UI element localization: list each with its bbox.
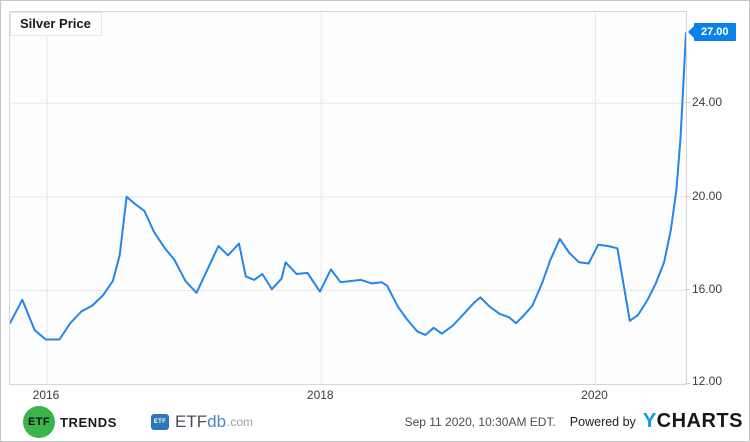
ycharts-logo[interactable]: YCHARTS	[643, 410, 743, 433]
etf-trends-circle-icon: ETF	[23, 406, 55, 438]
etfdb-wordmark-com: .com	[227, 415, 254, 429]
price-line-chart	[10, 12, 686, 384]
y-axis-tick-16.00	[685, 289, 690, 291]
footer: ETF TRENDS ETF ETF db .com Sep 11 2020, …	[1, 403, 749, 441]
badge-label: 27.00	[701, 26, 729, 39]
y-axis-tick-24.00	[685, 102, 690, 104]
y-axis-label-24.00: 24.00	[692, 95, 723, 110]
page-title: Silver Price	[20, 16, 91, 31]
etf-trends-logo[interactable]: ETF TRENDS	[23, 406, 117, 438]
x-axis-label-2020: 2020	[581, 388, 608, 402]
etf-trends-wordmark: TRENDS	[60, 414, 118, 430]
x-axis-label-2018: 2018	[306, 388, 334, 402]
last-price-badge: 27.00	[688, 23, 736, 42]
y-axis-label-16.00: 16.00	[692, 282, 723, 297]
footer-right: Sep 11 2020, 10:30AM EDT. Powered by YCH…	[405, 410, 743, 433]
ycharts-y-letter: Y	[642, 410, 657, 432]
y-axis-label-20.00: 20.00	[692, 188, 723, 203]
etfdb-wordmark-etf: ETF	[175, 412, 208, 431]
etfdb-box-icon: ETF	[151, 414, 169, 430]
y-axis-label-12.00: 12.00	[692, 374, 723, 388]
badge-arrow-icon	[688, 26, 694, 39]
timestamp: Sep 11 2020, 10:30AM EDT.	[404, 414, 556, 429]
etfdb-logo[interactable]: ETF ETF db .com	[151, 412, 253, 432]
etfdb-wordmark-db: db	[207, 412, 227, 431]
price-line	[10, 32, 686, 341]
y-axis-tick-20.00	[685, 195, 690, 197]
ycharts-charts-letters: CHARTS	[656, 410, 743, 432]
plot-area	[9, 11, 687, 385]
y-axis-tick-12.00	[685, 383, 690, 384]
powered-by-label: Powered by	[569, 414, 636, 429]
chart-title-box: Silver Price	[10, 12, 102, 36]
x-axis-label-2016: 2016	[32, 388, 60, 402]
